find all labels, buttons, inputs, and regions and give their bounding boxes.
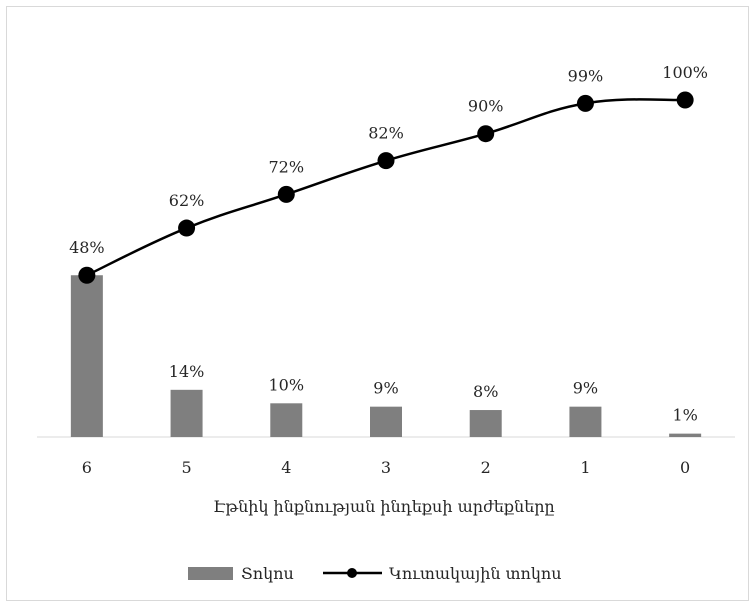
marker-5 xyxy=(178,219,196,237)
bar-series xyxy=(70,275,702,437)
x-tick-4: 4 xyxy=(281,458,291,477)
bar-label-4: 10% xyxy=(269,375,305,394)
x-tick-2: 2 xyxy=(481,458,491,477)
bar-label-5: 14% xyxy=(169,362,205,381)
bar-label-2: 8% xyxy=(473,382,498,401)
cum-label-5: 62% xyxy=(169,191,205,210)
legend-line-marker xyxy=(347,568,357,578)
marker-3 xyxy=(377,152,395,170)
marker-0 xyxy=(676,91,694,109)
marker-4 xyxy=(277,185,295,203)
bar-5 xyxy=(170,389,203,437)
cum-label-4: 72% xyxy=(269,157,305,176)
x-tick-1: 1 xyxy=(580,458,590,477)
x-tick-3: 3 xyxy=(381,458,391,477)
legend-bar-swatch xyxy=(188,567,233,580)
bar-0 xyxy=(669,433,702,437)
x-tick-labels: 6 5 4 3 2 1 0 xyxy=(82,458,690,477)
bar-6 xyxy=(70,275,103,437)
legend-bar-label: Տոկոս xyxy=(241,564,294,583)
marker-1 xyxy=(576,94,594,112)
bar-label-3: 9% xyxy=(373,379,398,398)
legend-line-label: Կուտակային տոկոս xyxy=(389,564,562,583)
marker-2 xyxy=(477,125,495,143)
bar-4 xyxy=(270,403,303,437)
legend: Տոկոս Կուտակային տոկոս xyxy=(188,564,562,583)
bar-label-1: 9% xyxy=(573,379,598,398)
bar-label-0: 1% xyxy=(672,406,697,425)
x-axis-title: Էթնիկ ինքնության ինդեքսի արժեքները xyxy=(213,497,554,516)
cum-label-1: 99% xyxy=(568,66,604,85)
bar-data-labels: 14% 10% 9% 8% 9% 1% xyxy=(169,362,698,425)
x-tick-6: 6 xyxy=(82,458,92,477)
chart-frame xyxy=(6,6,749,601)
cumulative-markers xyxy=(78,91,694,284)
cum-label-0: 100% xyxy=(662,63,708,82)
bar-1 xyxy=(569,406,602,437)
cum-label-6: 48% xyxy=(69,238,105,257)
cum-label-2: 90% xyxy=(468,97,504,116)
cum-label-3: 82% xyxy=(368,124,404,143)
bar-3 xyxy=(370,406,402,437)
x-tick-0: 0 xyxy=(680,458,690,477)
bar-2 xyxy=(469,410,502,437)
x-tick-5: 5 xyxy=(181,458,191,477)
marker-6 xyxy=(78,266,96,284)
cumulative-data-labels: 48% 62% 72% 82% 90% 99% 100% xyxy=(69,63,708,257)
